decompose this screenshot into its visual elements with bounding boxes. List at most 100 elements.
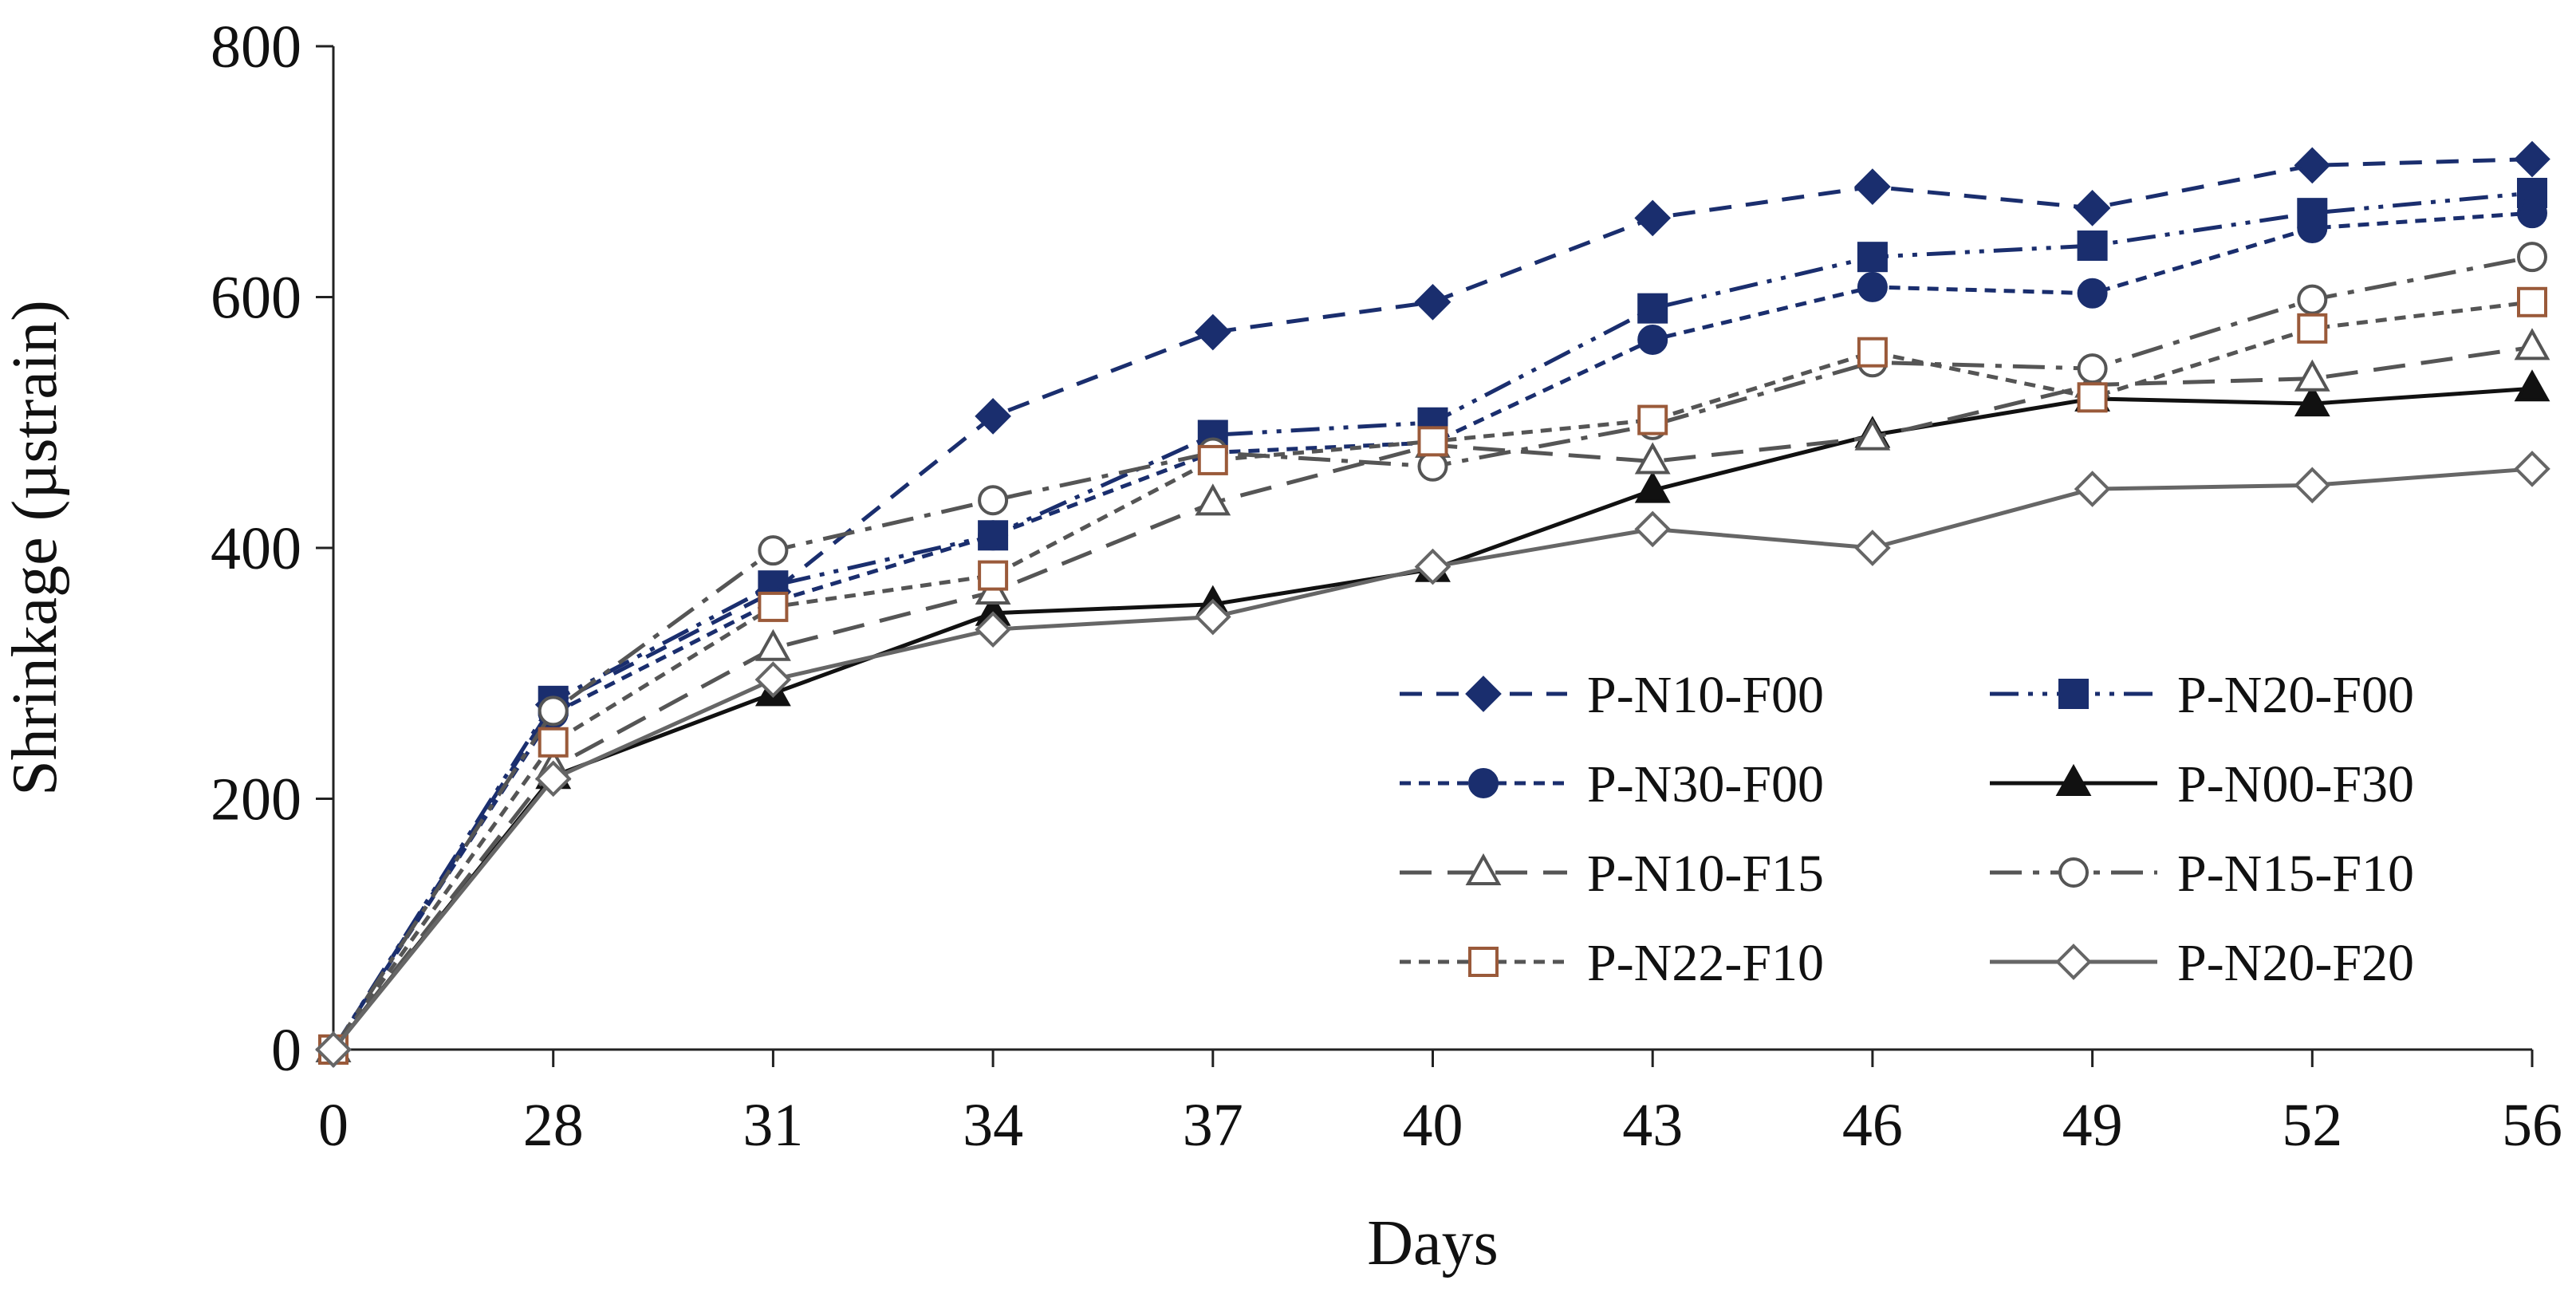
data-point-marker	[538, 695, 569, 727]
legend-entry: P-N20-F00	[1990, 666, 2414, 724]
data-point-marker	[315, 1031, 352, 1068]
x-tick-label: 40	[1403, 1092, 1463, 1159]
data-point-marker	[1417, 426, 1448, 457]
data-point-marker	[2517, 198, 2547, 229]
y-tick-label: 0	[271, 1017, 301, 1084]
data-point-marker	[1637, 293, 1668, 324]
x-tick-label: 28	[523, 1092, 584, 1159]
x-axis-title: Days	[1367, 1208, 1498, 1278]
legend-entry: P-N15-F10	[1990, 845, 2414, 903]
data-point-marker	[1465, 676, 1502, 712]
data-point-marker	[1414, 548, 1451, 585]
series-p-n10-f00	[315, 140, 2550, 1068]
legend-label: P-N15-F10	[2177, 845, 2414, 903]
x-tick-label: 56	[2502, 1092, 2562, 1159]
data-point-marker	[1634, 442, 1671, 475]
data-point-marker	[2297, 284, 2328, 315]
data-point-marker	[2077, 382, 2108, 413]
legend-label: P-N20-F00	[2177, 666, 2414, 724]
x-tick-label: 31	[742, 1092, 803, 1159]
data-point-marker	[1634, 471, 1671, 503]
x-tick-label: 37	[1183, 1092, 1243, 1159]
data-point-marker	[2517, 242, 2547, 273]
data-point-marker	[1468, 768, 1499, 798]
data-point-marker	[534, 760, 572, 798]
legend-label: P-N22-F10	[1587, 934, 1824, 992]
data-point-marker	[2294, 384, 2330, 417]
data-point-marker	[1637, 324, 1668, 355]
data-point-marker	[1637, 404, 1668, 435]
data-point-marker	[1414, 283, 1451, 321]
data-point-marker	[2058, 857, 2089, 888]
series-p-n20-f20	[315, 451, 2550, 1068]
data-point-marker	[758, 535, 789, 566]
data-point-marker	[2294, 467, 2331, 504]
legend-entry: P-N10-F00	[1400, 666, 1824, 724]
data-point-marker	[1197, 444, 1228, 475]
data-point-marker	[1857, 337, 1888, 368]
series-line	[331, 254, 2533, 1051]
data-point-marker	[1634, 510, 1672, 548]
data-point-marker	[1854, 530, 1891, 566]
y-tick-label: 400	[211, 515, 301, 582]
legend-label: P-N20-F20	[2177, 934, 2414, 992]
data-point-marker	[1468, 947, 1499, 977]
x-tick-label: 52	[2282, 1092, 2342, 1159]
legend-entry: P-N22-F10	[1400, 934, 1824, 992]
x-tick-label: 43	[1622, 1092, 1683, 1159]
y-axis-title: Shrinkage (µstrain)	[0, 300, 70, 795]
series-lines	[315, 140, 2550, 1068]
data-point-marker	[2074, 471, 2111, 507]
legend-entry: P-N00-F30	[1990, 755, 2414, 813]
x-tick-label: 0	[318, 1092, 349, 1159]
series-line	[331, 211, 2533, 1051]
data-point-marker	[2077, 278, 2108, 309]
x-tick-label: 46	[1842, 1092, 1903, 1159]
y-tick-label: 200	[211, 766, 301, 833]
data-point-marker	[978, 520, 1009, 551]
data-point-marker	[2297, 313, 2328, 344]
data-point-marker	[2294, 359, 2330, 392]
y-tick-label: 800	[211, 14, 301, 81]
data-point-marker	[2297, 213, 2328, 244]
data-point-marker	[2294, 147, 2331, 184]
data-point-marker	[2514, 328, 2550, 360]
legend-entry: P-N20-F20	[1990, 934, 2414, 992]
x-tick-label: 34	[963, 1092, 1023, 1159]
data-point-marker	[2074, 190, 2111, 227]
data-point-marker	[978, 485, 1009, 516]
series-p-n22-f10	[318, 286, 2547, 1065]
data-point-marker	[2077, 353, 2108, 384]
data-point-marker	[2055, 763, 2092, 796]
data-point-marker	[2517, 286, 2547, 317]
legend-entry: P-N10-F15	[1400, 845, 1824, 903]
data-point-marker	[1857, 271, 1888, 302]
data-point-marker	[975, 398, 1011, 435]
data-point-marker	[1194, 598, 1231, 636]
data-point-marker	[538, 727, 569, 758]
data-point-marker	[754, 628, 791, 661]
data-point-marker	[2077, 230, 2108, 262]
legend-label: P-N10-F00	[1587, 666, 1824, 724]
data-point-marker	[1857, 242, 1888, 273]
axes: 0 200 400 600 800 0 28 31 34 37 40 43 46 49 52 56	[211, 14, 2562, 1159]
data-point-marker	[2514, 140, 2550, 178]
data-point-marker	[754, 661, 792, 698]
data-point-marker	[2055, 943, 2092, 980]
data-point-marker	[1195, 483, 1231, 516]
data-point-marker	[1854, 418, 1891, 451]
data-point-marker	[978, 560, 1009, 591]
data-point-marker	[1634, 199, 1672, 237]
legend-entry: P-N30-F00	[1400, 755, 1824, 813]
series-line	[331, 191, 2533, 1051]
data-point-marker	[1465, 853, 1502, 885]
legend: P-N10-F00 P-N20-F00 P-N30-F00 P-N00-F30 P-N1…	[1400, 666, 2414, 992]
legend-label: P-N00-F30	[2177, 755, 2414, 813]
legend-label: P-N10-F15	[1587, 845, 1824, 903]
data-point-marker	[2058, 679, 2089, 709]
data-point-marker	[975, 611, 1011, 648]
data-point-marker	[2514, 451, 2550, 487]
data-point-marker	[1194, 313, 1231, 351]
